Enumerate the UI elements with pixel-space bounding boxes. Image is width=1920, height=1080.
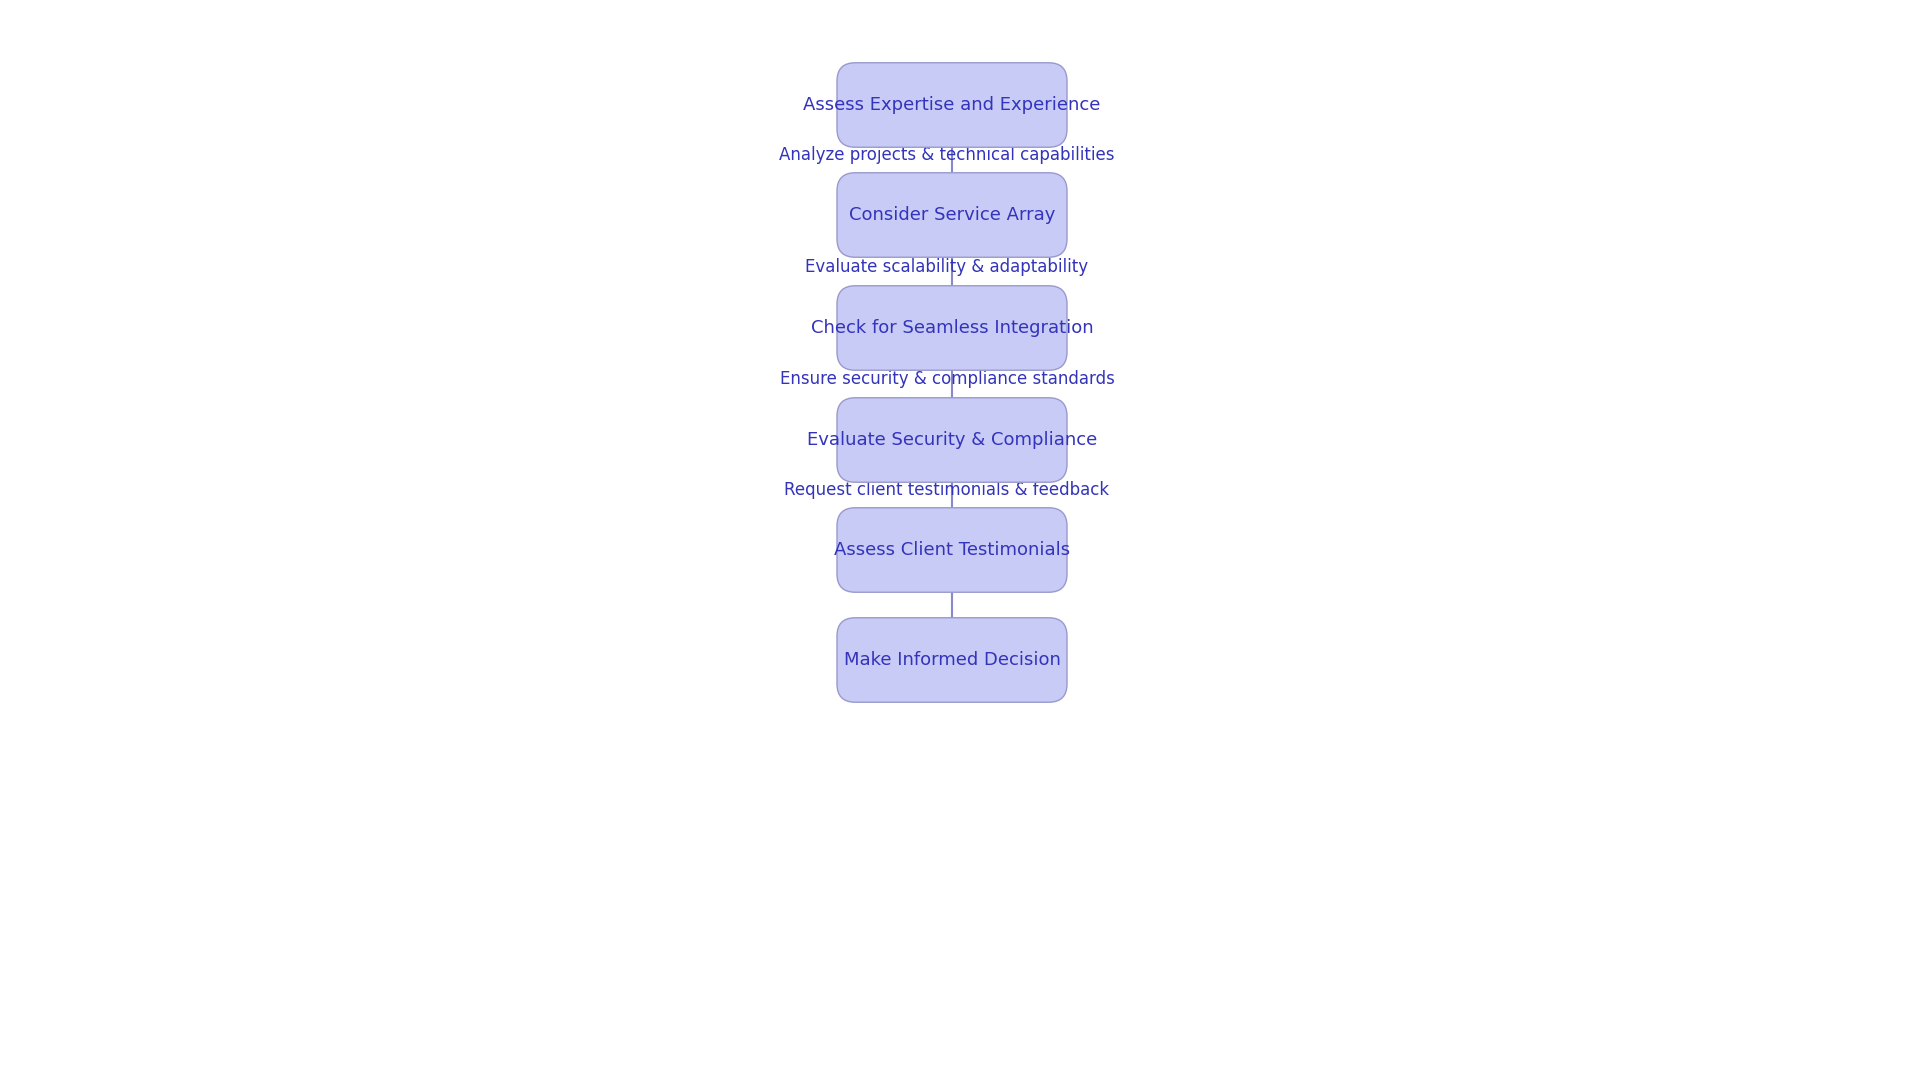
Text: Evaluate scalability & adaptability: Evaluate scalability & adaptability [804, 257, 1089, 275]
FancyBboxPatch shape [837, 618, 1068, 702]
FancyBboxPatch shape [837, 508, 1068, 592]
Text: Check for Seamless Integration: Check for Seamless Integration [810, 319, 1092, 337]
Text: Ensure security & compliance standards: Ensure security & compliance standards [780, 370, 1114, 388]
Text: Assess Expertise and Experience: Assess Expertise and Experience [803, 96, 1100, 114]
FancyBboxPatch shape [837, 173, 1068, 257]
FancyBboxPatch shape [837, 397, 1068, 483]
FancyBboxPatch shape [837, 63, 1068, 147]
FancyBboxPatch shape [837, 286, 1068, 370]
Text: Consider Service Array: Consider Service Array [849, 206, 1056, 224]
Text: Analyze projects & technical capabilities: Analyze projects & technical capabilitie… [780, 146, 1116, 164]
Text: Evaluate Security & Compliance: Evaluate Security & Compliance [806, 431, 1096, 449]
Text: Make Informed Decision: Make Informed Decision [843, 651, 1060, 669]
Text: Request client testimonials & feedback: Request client testimonials & feedback [785, 481, 1110, 499]
Text: Assess Client Testimonials: Assess Client Testimonials [833, 541, 1069, 559]
